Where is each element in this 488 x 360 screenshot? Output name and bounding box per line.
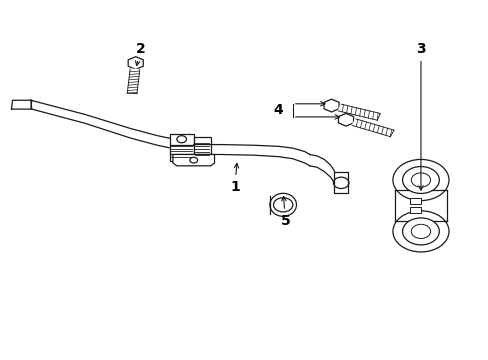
- Polygon shape: [309, 154, 336, 189]
- Polygon shape: [169, 134, 193, 161]
- Circle shape: [402, 218, 438, 245]
- Circle shape: [402, 167, 438, 193]
- Polygon shape: [351, 119, 393, 137]
- Circle shape: [392, 211, 448, 252]
- Text: 5: 5: [280, 197, 290, 228]
- Polygon shape: [394, 194, 446, 217]
- Polygon shape: [169, 145, 193, 154]
- Polygon shape: [31, 100, 174, 149]
- Polygon shape: [11, 100, 32, 109]
- Polygon shape: [173, 154, 214, 166]
- Polygon shape: [333, 172, 348, 193]
- Circle shape: [189, 157, 197, 163]
- Text: 3: 3: [415, 42, 425, 190]
- Polygon shape: [338, 104, 380, 120]
- Text: 2: 2: [135, 42, 145, 66]
- Ellipse shape: [269, 193, 296, 216]
- Polygon shape: [127, 69, 140, 94]
- Polygon shape: [193, 145, 309, 166]
- Bar: [409, 198, 420, 204]
- Circle shape: [392, 159, 448, 201]
- Text: 4: 4: [273, 103, 283, 117]
- Bar: [409, 207, 420, 213]
- Text: 1: 1: [229, 163, 239, 194]
- Polygon shape: [193, 138, 210, 161]
